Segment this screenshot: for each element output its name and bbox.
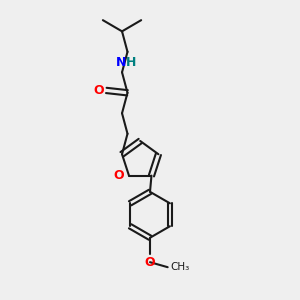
Text: CH₃: CH₃ bbox=[170, 262, 189, 272]
Text: O: O bbox=[145, 256, 155, 269]
Text: O: O bbox=[93, 84, 104, 97]
Text: N: N bbox=[116, 56, 126, 69]
Text: H: H bbox=[126, 56, 136, 69]
Text: O: O bbox=[113, 169, 124, 182]
